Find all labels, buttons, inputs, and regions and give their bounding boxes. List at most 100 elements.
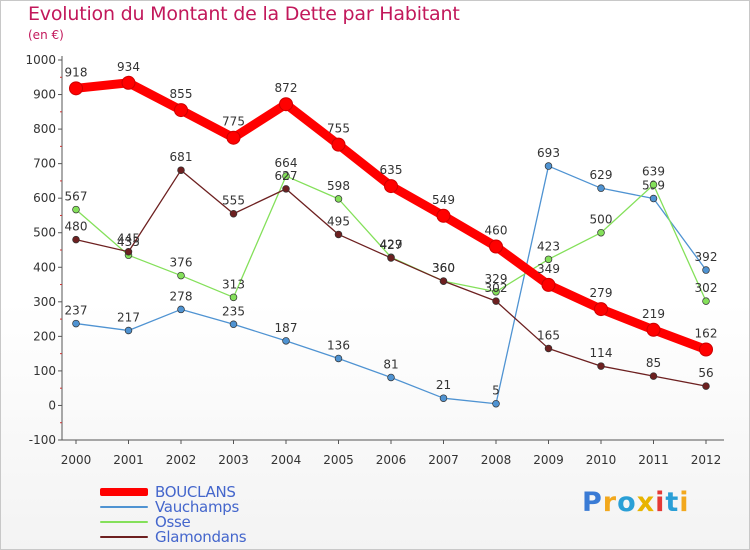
data-label-bouclans: 775 bbox=[222, 115, 245, 129]
logo-letter: x bbox=[636, 487, 656, 518]
data-label-bouclans: 872 bbox=[275, 81, 298, 95]
y-tick-label: 600 bbox=[33, 191, 56, 205]
data-label-bouclans: 162 bbox=[695, 326, 718, 340]
x-tick-label: 2004 bbox=[271, 453, 302, 467]
data-label-bouclans: 934 bbox=[117, 60, 140, 74]
data-point-vauchamps bbox=[124, 326, 133, 335]
data-label-bouclans: 549 bbox=[432, 193, 455, 207]
logo-letter: i bbox=[679, 487, 690, 518]
data-label-glamondans: 114 bbox=[590, 346, 613, 360]
data-label-osse: 360 bbox=[432, 261, 455, 275]
data-point-bouclans bbox=[69, 81, 83, 96]
data-point-bouclans bbox=[279, 97, 293, 112]
data-label-osse: 500 bbox=[590, 213, 613, 227]
proxiti-logo: Proxiti bbox=[582, 487, 690, 518]
data-label-osse: 567 bbox=[65, 190, 88, 204]
data-label-glamondans: 360 bbox=[432, 261, 455, 275]
data-label-osse: 429 bbox=[380, 237, 403, 251]
x-tick-label: 2012 bbox=[691, 453, 722, 467]
data-label-osse: 302 bbox=[695, 281, 718, 295]
logo-letter: i bbox=[655, 487, 666, 518]
data-point-bouclans bbox=[646, 322, 661, 337]
data-point-glamondans bbox=[439, 277, 448, 285]
data-label-vauchamps: 693 bbox=[537, 146, 560, 160]
data-label-vauchamps: 392 bbox=[695, 250, 718, 264]
y-tick-label: 300 bbox=[33, 295, 56, 309]
legend-label: Vauchamps bbox=[155, 498, 239, 516]
data-point-bouclans bbox=[226, 130, 241, 145]
logo-letter: t bbox=[665, 487, 680, 518]
data-label-glamondans: 495 bbox=[327, 214, 350, 228]
data-point-bouclans bbox=[384, 179, 398, 194]
data-label-bouclans: 460 bbox=[485, 224, 508, 238]
y-tick-label: 0 bbox=[48, 398, 56, 412]
data-label-osse: 376 bbox=[170, 256, 193, 270]
data-point-glamondans bbox=[649, 372, 658, 380]
data-label-vauchamps: 187 bbox=[275, 321, 298, 335]
y-tick-label: 700 bbox=[33, 157, 56, 171]
chart-subtitle: (en €) bbox=[28, 28, 64, 42]
data-label-glamondans: 480 bbox=[65, 220, 88, 234]
legend-swatch bbox=[100, 488, 148, 496]
data-point-glamondans bbox=[124, 247, 133, 256]
data-label-glamondans: 56 bbox=[698, 366, 713, 380]
data-point-vauchamps bbox=[492, 399, 500, 408]
data-point-vauchamps bbox=[177, 305, 185, 314]
y-tick-label: 900 bbox=[33, 88, 56, 102]
data-label-glamondans: 85 bbox=[646, 356, 661, 370]
data-point-bouclans bbox=[331, 137, 346, 152]
data-point-osse bbox=[649, 180, 658, 189]
data-label-vauchamps: 235 bbox=[222, 304, 245, 318]
data-point-osse bbox=[702, 297, 710, 305]
data-label-bouclans: 279 bbox=[590, 286, 613, 300]
data-point-bouclans bbox=[489, 239, 503, 254]
data-point-bouclans bbox=[436, 208, 451, 223]
data-point-glamondans bbox=[72, 235, 80, 244]
x-tick-label: 2002 bbox=[166, 453, 197, 467]
legend-label: Glamondans bbox=[155, 528, 247, 546]
y-tick-label: 100 bbox=[33, 364, 56, 378]
data-label-osse: 598 bbox=[327, 179, 350, 193]
legend-label: BOUCLANS bbox=[155, 483, 236, 501]
x-tick-label: 2006 bbox=[376, 453, 407, 467]
data-label-glamondans: 555 bbox=[222, 194, 245, 208]
data-point-bouclans bbox=[594, 302, 608, 317]
legend-label: Osse bbox=[155, 513, 191, 531]
data-label-osse: 664 bbox=[275, 156, 298, 170]
data-label-bouclans: 219 bbox=[642, 307, 665, 321]
x-tick-label: 2009 bbox=[533, 453, 564, 467]
data-point-glamondans bbox=[702, 382, 710, 390]
data-point-glamondans bbox=[282, 185, 290, 193]
data-point-vauchamps bbox=[387, 373, 395, 382]
data-label-vauchamps: 237 bbox=[65, 304, 88, 318]
x-tick-label: 2008 bbox=[481, 453, 512, 467]
data-point-glamondans bbox=[492, 297, 500, 305]
data-point-vauchamps bbox=[439, 394, 448, 402]
data-point-vauchamps bbox=[702, 266, 710, 274]
x-tick-label: 2001 bbox=[113, 453, 144, 467]
data-point-bouclans bbox=[541, 277, 556, 292]
data-label-bouclans: 755 bbox=[327, 122, 350, 136]
data-label-glamondans: 445 bbox=[117, 232, 140, 246]
data-label-bouclans: 635 bbox=[380, 163, 403, 177]
data-point-bouclans bbox=[174, 103, 188, 118]
data-label-vauchamps: 81 bbox=[383, 357, 398, 371]
y-tick-label: 200 bbox=[33, 329, 56, 343]
data-point-osse bbox=[72, 205, 80, 214]
legend-swatch bbox=[100, 521, 148, 523]
data-label-glamondans: 627 bbox=[275, 169, 298, 183]
logo-letter: P bbox=[582, 487, 603, 518]
data-point-bouclans bbox=[699, 342, 713, 357]
data-label-glamondans: 165 bbox=[537, 328, 560, 342]
data-point-glamondans bbox=[229, 209, 238, 218]
data-label-vauchamps: 21 bbox=[436, 378, 451, 392]
data-label-vauchamps: 278 bbox=[170, 289, 193, 303]
data-point-vauchamps bbox=[544, 162, 553, 170]
data-point-osse bbox=[334, 195, 343, 203]
data-point-osse bbox=[492, 288, 500, 296]
y-tick-label: 400 bbox=[33, 260, 56, 274]
data-point-osse bbox=[544, 255, 553, 264]
x-tick-label: 2010 bbox=[586, 453, 617, 467]
data-point-glamondans bbox=[597, 362, 605, 370]
